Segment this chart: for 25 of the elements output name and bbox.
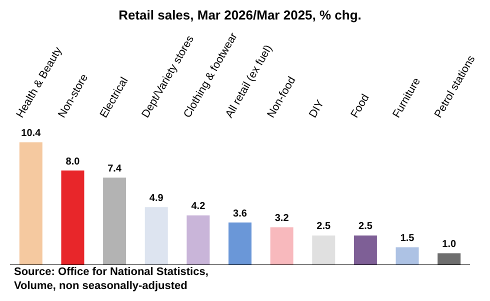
bar	[228, 222, 252, 265]
data-label: 4.2	[191, 201, 206, 212]
data-label: 2.5	[358, 221, 373, 232]
data-label: 4.9	[149, 192, 164, 204]
data-label: 2.5	[316, 221, 332, 232]
bar	[144, 207, 168, 265]
data-label: 10.4	[21, 128, 42, 139]
bar	[61, 170, 84, 265]
bar	[354, 235, 377, 265]
chart-title: Retail sales, Mar 2026/Mar 2025, % chg.	[118, 7, 362, 22]
data-label: 3.6	[233, 208, 248, 220]
bar	[19, 142, 42, 265]
data-label: 3.2	[274, 212, 290, 224]
data-label: 1.5	[400, 233, 415, 244]
bar	[396, 247, 419, 265]
bar	[103, 178, 126, 265]
bar	[186, 215, 210, 265]
text: Volume, non seasonally-adjusted	[14, 279, 188, 293]
bar	[312, 235, 336, 265]
data-label: 7.4	[108, 163, 122, 174]
source-note: Source: Office for National Statistics,	[14, 265, 210, 279]
bar	[270, 227, 294, 265]
data-label: 8.0	[66, 156, 80, 168]
bar	[438, 253, 461, 265]
data-label: 1.0	[442, 238, 456, 250]
